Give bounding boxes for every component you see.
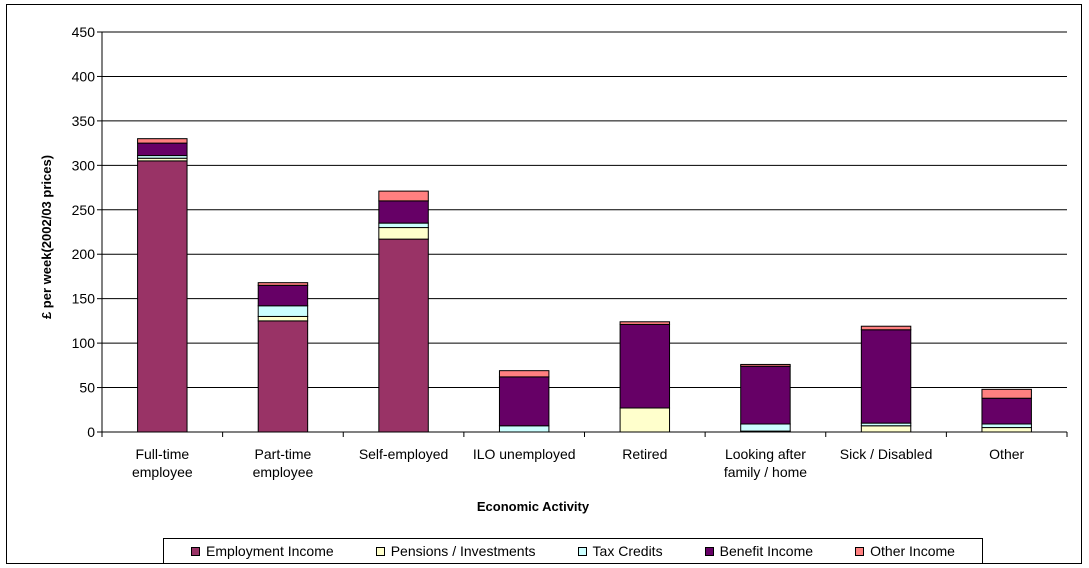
x-tick-label: Looking after family / home [724, 446, 807, 480]
bar-segment-other-income [981, 388, 1032, 399]
gridlines [102, 31, 1067, 389]
bar-segment-employment-income [257, 320, 309, 433]
bar-segment-benefit-income [498, 376, 550, 427]
chart-svg: 0 50 100 150 200 250 300 350 400 450 Full-time empl… [39, 24, 1068, 514]
bar-segment-other-income [619, 321, 671, 325]
legend-swatch [855, 546, 865, 556]
bar-segment-benefit-income [137, 142, 188, 157]
y-tick-label: 350 [72, 113, 96, 129]
legend-swatch [577, 546, 587, 556]
legend-label: Other Income [870, 543, 955, 559]
x-tick-label: Self-employed [359, 446, 449, 462]
legend-swatch [191, 546, 201, 556]
x-axis-title: Economic Activity [477, 499, 590, 514]
legend-item: Tax Credits [577, 543, 663, 559]
legend-swatch [704, 546, 714, 556]
bar-segment-benefit-income [740, 365, 791, 425]
y-tick-label: 150 [72, 291, 96, 307]
bar-segment-pensions-investments [981, 427, 1032, 433]
bar-segment-benefit-income [257, 284, 309, 307]
bar-segment-benefit-income [981, 397, 1032, 425]
bar-segment-other-income [378, 190, 429, 202]
y-tick-label: 250 [72, 202, 96, 218]
legend-swatch [375, 546, 385, 556]
legend: Employment Income Pensions / Investments T… [163, 538, 983, 564]
bars [137, 138, 1032, 433]
legend-item: Employment Income [191, 543, 334, 559]
x-tick-label: Sick / Disabled [840, 446, 933, 462]
x-tick-label: Retired [622, 446, 667, 462]
legend-item: Pensions / Investments [375, 543, 536, 559]
bar-segment-other-income [257, 282, 309, 286]
bar-segment-employment-income [378, 238, 429, 433]
y-tick-label: 0 [87, 424, 95, 440]
x-tick-label: Part-time employee [253, 446, 314, 480]
bar-segment-benefit-income [619, 323, 671, 409]
bar-segment-other-income [137, 138, 188, 144]
legend-label: Pensions / Investments [390, 543, 536, 559]
bar-segment-tax-credits [498, 425, 550, 433]
bar-segment-benefit-income [378, 200, 429, 224]
bar-segment-employment-income [137, 160, 188, 433]
axes [97, 31, 1068, 437]
y-tick-label: 450 [72, 24, 96, 40]
y-tick-label: 200 [72, 246, 96, 262]
bar-segment-tax-credits [257, 305, 309, 317]
bar-segment-other-income [740, 363, 791, 367]
bar-segment-pensions-investments [860, 425, 912, 433]
y-tick-label: 50 [79, 380, 95, 396]
legend-label: Employment Income [206, 543, 334, 559]
y-axis-title: £ per week(2002/03 prices) [39, 155, 54, 319]
x-tick-label: ILO unemployed [473, 446, 576, 462]
bar-segment-tax-credits [981, 423, 1032, 429]
bar-segment-pensions-investments [257, 315, 309, 322]
y-tick-label: 300 [72, 157, 96, 173]
bar-segment-tax-credits [378, 222, 429, 229]
legend-item: Other Income [855, 543, 955, 559]
chart-frame: 0 50 100 150 200 250 300 350 400 450 Full-time empl… [6, 4, 1082, 564]
bar-segment-pensions-investments [619, 407, 671, 433]
bar-segment-other-income [860, 325, 912, 331]
legend-label: Tax Credits [592, 543, 663, 559]
legend-label: Benefit Income [719, 543, 814, 559]
axis-labels: 0 50 100 150 200 250 300 350 400 450 Full-time empl… [72, 24, 1025, 480]
legend-item: Benefit Income [704, 543, 814, 559]
y-tick-label: 400 [72, 68, 96, 84]
x-tick-label: Full-time employee [132, 446, 193, 480]
y-tick-label: 100 [72, 335, 96, 351]
bar-segment-pensions-investments [378, 227, 429, 240]
bar-segment-tax-credits [740, 423, 791, 432]
bar-segment-other-income [498, 370, 550, 378]
x-tick-label: Other [989, 446, 1024, 462]
bar-segment-benefit-income [860, 329, 912, 424]
